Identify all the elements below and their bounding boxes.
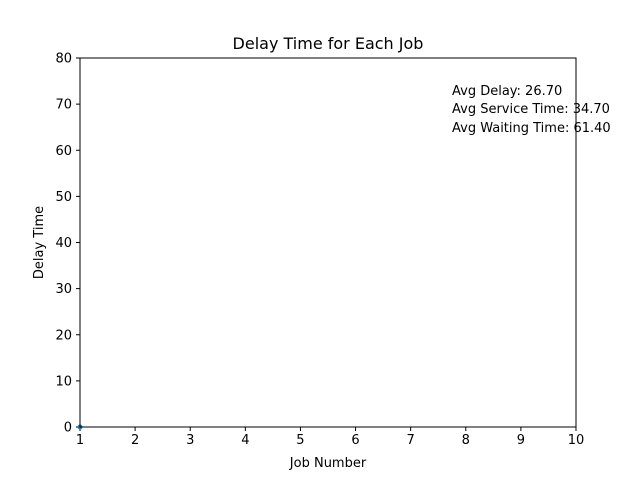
avg-delay-annotation: Avg Delay: 26.70 <box>452 84 562 99</box>
y-tick-label: 30 <box>55 282 72 297</box>
y-tick-label: 60 <box>55 144 72 159</box>
x-tick-label: 8 <box>462 433 470 448</box>
y-axis-label: Delay Time <box>32 206 47 279</box>
x-tick-label: 5 <box>296 433 304 448</box>
x-tick-label: 7 <box>407 433 415 448</box>
y-tick-label: 10 <box>55 374 72 389</box>
x-tick-label: 10 <box>568 433 585 448</box>
avg-service-time-annotation: Avg Service Time: 34.70 <box>452 102 610 117</box>
x-tick-label: 9 <box>517 433 525 448</box>
x-axis-label: Job Number <box>289 456 367 471</box>
plot-area <box>80 58 576 427</box>
plot-frame <box>79 57 577 428</box>
x-tick-label: 4 <box>241 433 249 448</box>
y-tick-label: 0 <box>64 421 72 436</box>
avg-waiting-time-annotation: Avg Waiting Time: 61.40 <box>452 121 611 136</box>
y-tick-label: 70 <box>55 98 72 113</box>
y-axis-ticks: 0 10 20 30 40 50 60 70 80 <box>55 52 80 436</box>
chart-title: Delay Time for Each Job <box>233 34 424 53</box>
x-tick-label: 3 <box>186 433 194 448</box>
x-tick-label: 6 <box>351 433 359 448</box>
y-tick-label: 20 <box>55 328 72 343</box>
y-tick-label: 80 <box>55 52 72 67</box>
x-tick-label: 1 <box>76 433 84 448</box>
y-tick-label: 40 <box>55 236 72 251</box>
y-tick-label: 50 <box>55 190 72 205</box>
x-axis-ticks: 1 2 3 4 5 6 7 8 9 10 <box>76 427 584 448</box>
x-tick-label: 2 <box>131 433 139 448</box>
